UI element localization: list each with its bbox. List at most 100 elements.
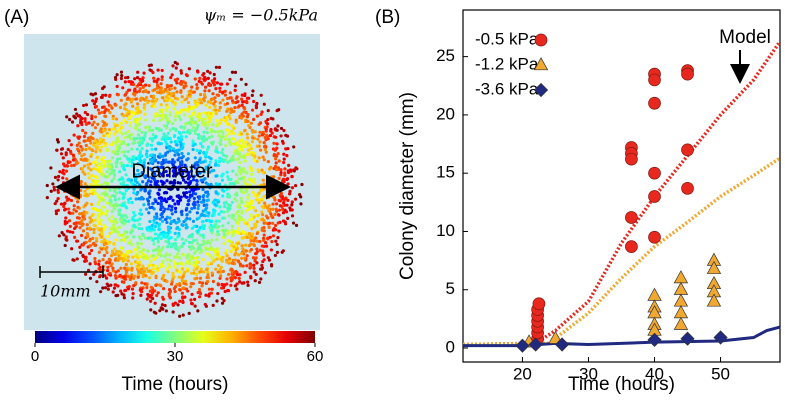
cell [221, 147, 225, 152]
cell [226, 108, 230, 112]
cell [250, 108, 255, 112]
cell [215, 147, 219, 151]
cell [170, 73, 174, 77]
point [681, 181, 694, 195]
cell [181, 253, 185, 257]
cell [155, 293, 159, 298]
cell [92, 143, 96, 147]
point [648, 190, 661, 203]
cell [122, 280, 126, 284]
cell [165, 220, 169, 225]
cell [132, 284, 136, 288]
cell [116, 258, 120, 263]
cell [115, 73, 119, 77]
cell [118, 170, 122, 174]
cell [105, 170, 109, 174]
cell [182, 126, 186, 131]
cell [63, 201, 67, 205]
cell [131, 104, 135, 108]
cell [69, 198, 74, 203]
cell [266, 237, 270, 241]
cell [215, 119, 219, 123]
cell [81, 253, 85, 257]
cell [220, 301, 225, 305]
cell [190, 302, 194, 306]
cell [255, 261, 259, 265]
cell [195, 182, 199, 187]
cell [245, 221, 249, 226]
cell [294, 166, 298, 170]
cell [177, 275, 181, 279]
cell [122, 296, 126, 300]
cell [88, 226, 92, 230]
cell [169, 140, 173, 144]
cell [198, 280, 202, 284]
cell [258, 140, 262, 144]
cell [124, 189, 128, 193]
cell [179, 108, 183, 112]
cell [201, 235, 206, 239]
cell [279, 126, 284, 131]
cell [101, 258, 105, 262]
cell [122, 114, 126, 118]
cell [137, 246, 141, 250]
cell [256, 213, 261, 217]
cell [168, 253, 172, 257]
cell [210, 228, 214, 232]
cell [156, 166, 161, 170]
cell [279, 191, 283, 196]
y-tick-label: 15 [436, 163, 455, 182]
cell [290, 214, 295, 218]
cell [199, 160, 203, 165]
cell [230, 228, 234, 232]
cell [222, 153, 226, 157]
cell [53, 175, 58, 179]
cell [249, 146, 254, 151]
cell [93, 256, 97, 261]
cell [94, 99, 98, 104]
cell [275, 146, 279, 150]
cell [260, 133, 265, 137]
cell [292, 145, 296, 149]
cell [184, 165, 188, 169]
cell [141, 233, 146, 238]
cell [249, 242, 253, 246]
cell [84, 143, 88, 148]
cell [268, 133, 273, 138]
cell [90, 213, 94, 217]
cell [158, 171, 162, 175]
cell [258, 148, 263, 152]
cell [197, 203, 201, 208]
cell [143, 134, 147, 138]
cell [173, 262, 177, 266]
cell [178, 270, 183, 274]
cell [117, 212, 122, 216]
cell [260, 263, 264, 267]
cell [254, 251, 258, 255]
cell [193, 131, 197, 136]
cell [109, 226, 113, 230]
cell [180, 278, 184, 283]
cell [173, 206, 178, 211]
cell [252, 263, 256, 267]
cell [201, 281, 205, 285]
cell [201, 209, 205, 213]
cell [180, 147, 184, 151]
cell [112, 286, 117, 290]
cell [266, 117, 270, 122]
cell [188, 195, 192, 199]
cell [86, 268, 91, 272]
cell [231, 214, 235, 218]
cell [242, 191, 246, 195]
cell [224, 144, 228, 148]
cell [254, 272, 258, 276]
cell [150, 128, 154, 132]
cell [91, 206, 95, 211]
cell [194, 272, 199, 277]
cell [276, 221, 280, 225]
cell [233, 271, 237, 275]
cell [99, 127, 103, 131]
cell [249, 206, 253, 210]
cell [146, 199, 151, 203]
cell [243, 270, 247, 274]
